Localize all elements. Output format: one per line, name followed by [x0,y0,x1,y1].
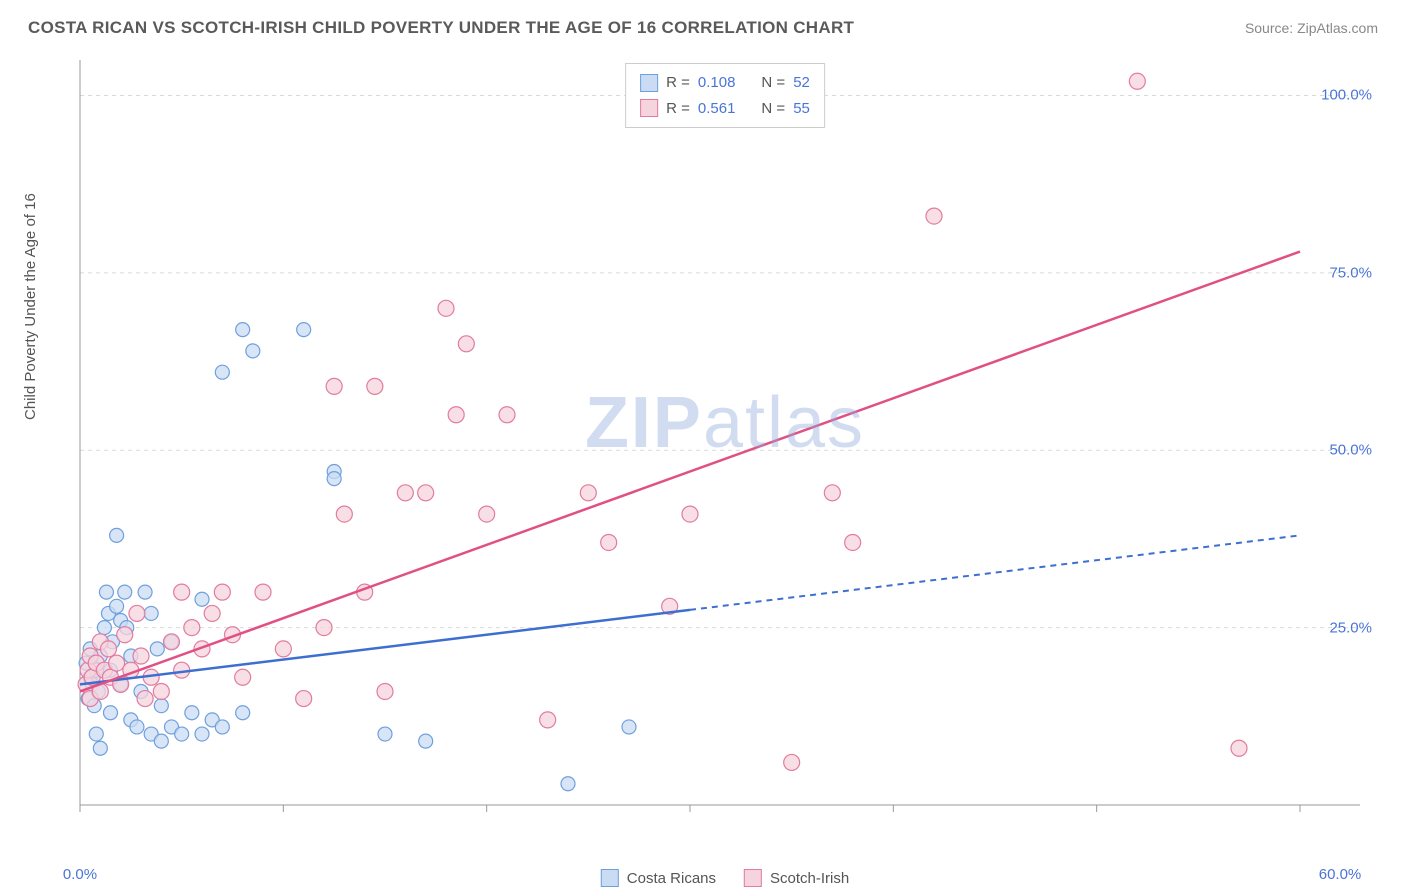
legend-swatch [744,869,762,887]
legend-swatch [601,869,619,887]
y-tick-label: 25.0% [1329,619,1372,636]
legend-r-value: 0.561 [698,96,736,122]
legend-row: R = 0.561 N = 55 [640,96,810,122]
legend-n-label: N = [761,70,785,96]
source-prefix: Source: [1245,20,1297,36]
legend-r-value: 0.108 [698,70,736,96]
y-tick-label: 100.0% [1321,87,1372,104]
legend-swatch [640,74,658,92]
legend-row: R = 0.108 N = 52 [640,70,810,96]
scatter-plot-svg [70,55,1370,825]
series-legend-item: Scotch-Irish [744,869,849,887]
series-legend: Costa Ricans Scotch-Irish [601,869,849,887]
y-axis-label: Child Poverty Under the Age of 16 [22,193,39,420]
legend-r-label: R = [666,96,690,122]
chart-area: ZIPatlas R =0.108N =52R =0.561N =55 Cost… [70,55,1380,855]
legend-n-value: 55 [793,96,810,122]
correlation-legend: R = 0.108 N = 52 R = 0.561 N = 55 [625,63,825,128]
y-tick-label: 75.0% [1329,264,1372,281]
legend-n-value: 52 [793,70,810,96]
series-legend-item: Costa Ricans [601,869,716,887]
legend-n-label: N = [761,96,785,122]
y-tick-label: 50.0% [1329,442,1372,459]
x-tick-label: 0.0% [63,866,97,883]
chart-title: COSTA RICAN VS SCOTCH-IRISH CHILD POVERT… [28,18,854,38]
series-legend-label: Costa Ricans [627,870,716,887]
x-tick-label: 60.0% [1319,866,1362,883]
source-link[interactable]: ZipAtlas.com [1297,20,1378,36]
legend-r-label: R = [666,70,690,96]
legend-swatch [640,99,658,117]
series-legend-label: Scotch-Irish [770,870,849,887]
source-attribution: Source: ZipAtlas.com [1245,20,1378,36]
